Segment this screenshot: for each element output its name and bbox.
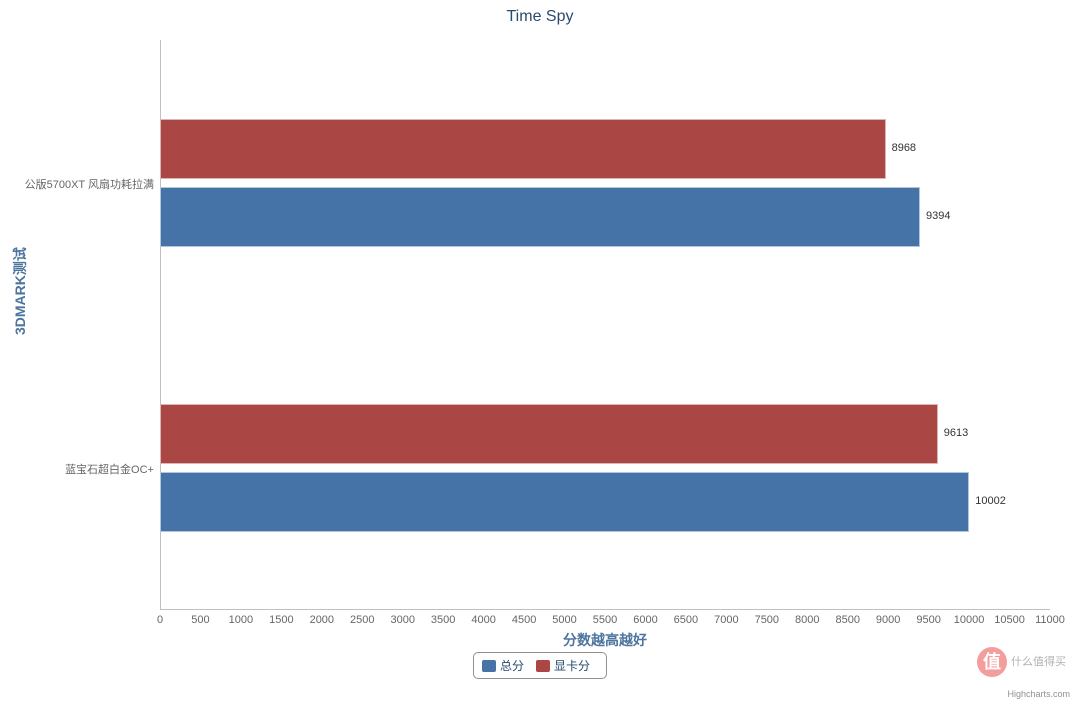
x-tick-label: 11000 — [1035, 614, 1065, 626]
bar[interactable] — [160, 472, 969, 532]
x-tick-label: 1500 — [269, 614, 293, 626]
x-tick-label: 5500 — [593, 614, 617, 626]
y-axis-title: 3DMARK测试 — [10, 315, 30, 335]
legend-swatch — [536, 660, 550, 672]
x-tick-label: 8000 — [795, 614, 819, 626]
x-tick-label: 9000 — [876, 614, 900, 626]
x-tick-label: 6000 — [633, 614, 657, 626]
x-tick-label: 2000 — [310, 614, 334, 626]
x-tick-label: 7000 — [714, 614, 738, 626]
bar-value-label: 9613 — [944, 427, 968, 439]
x-tick-label: 9500 — [916, 614, 940, 626]
x-tick-label: 10500 — [994, 614, 1025, 626]
watermark-logo-icon: 值 — [977, 647, 1007, 677]
legend-label[interactable]: 显卡分 — [554, 657, 590, 674]
x-tick-label: 3000 — [390, 614, 414, 626]
x-tick-label: 3500 — [431, 614, 455, 626]
x-tick-label: 8500 — [835, 614, 859, 626]
chart-title: Time Spy — [0, 8, 1080, 26]
bar[interactable] — [160, 187, 920, 247]
bar-value-label: 10002 — [975, 495, 1006, 507]
bar[interactable] — [160, 404, 938, 464]
legend-label[interactable]: 总分 — [500, 657, 524, 674]
x-tick-label: 5000 — [552, 614, 576, 626]
x-tick-label: 4000 — [471, 614, 495, 626]
x-tick-label: 10000 — [954, 614, 985, 626]
x-tick-label: 2500 — [350, 614, 374, 626]
y-tick-label: 公版5700XT 风扇功耗拉满 — [25, 176, 154, 192]
bar[interactable] — [160, 119, 886, 179]
credits-label[interactable]: Highcharts.com — [1007, 689, 1070, 699]
x-tick-label: 1000 — [229, 614, 253, 626]
bar-value-label: 8968 — [892, 142, 916, 154]
x-tick-label: 7500 — [755, 614, 779, 626]
x-tick-label: 500 — [191, 614, 209, 626]
legend-swatch — [482, 660, 496, 672]
x-tick-label: 6500 — [674, 614, 698, 626]
watermark-text: 什么值得买 — [1011, 656, 1066, 668]
legend[interactable]: 总分 显卡分 — [473, 652, 607, 679]
watermark: 值什么值得买 — [977, 647, 1066, 677]
x-tick-label: 4500 — [512, 614, 536, 626]
x-tick-label: 0 — [157, 614, 163, 626]
x-axis-title: 分数越高越好 — [160, 630, 1050, 650]
y-tick-label: 蓝宝石超白金OC+ — [65, 461, 154, 477]
bar-value-label: 9394 — [926, 210, 950, 222]
